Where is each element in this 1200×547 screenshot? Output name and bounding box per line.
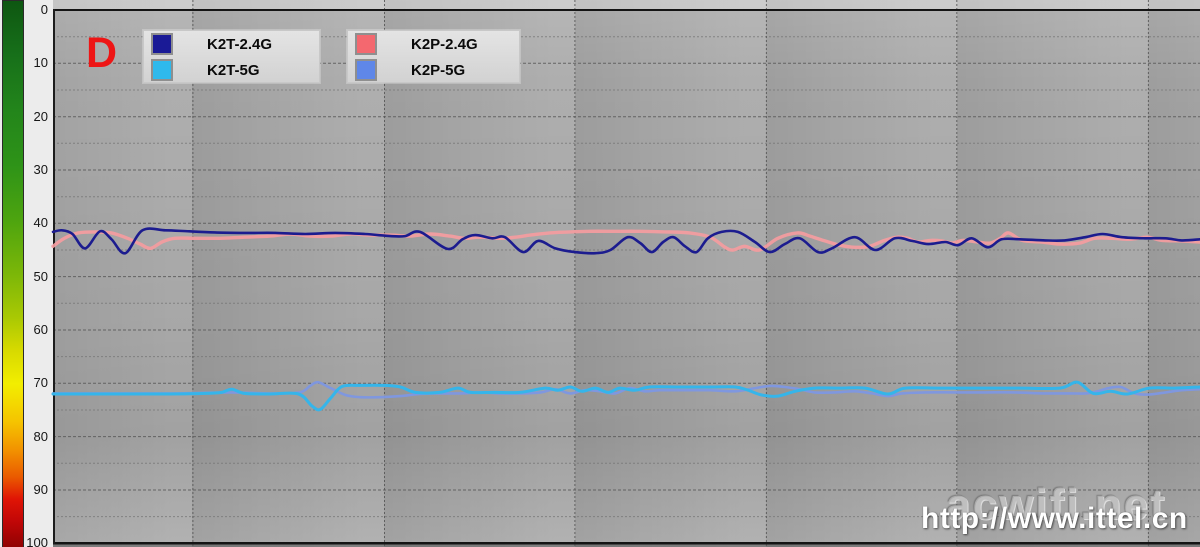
y-axis-tick: 60 (33, 321, 48, 337)
y-axis-tick: 70 (33, 375, 48, 391)
watermark-acwifi: acwifi.net (946, 480, 1167, 529)
legend-box-k2t: K2T-2.4G K2T-5G (143, 30, 320, 83)
y-axis-tick: 10 (33, 55, 48, 71)
legend-item-k2t-24g: K2T-2.4G (144, 31, 319, 57)
y-axis-panel: 0 10 20 30 40 50 60 70 80 90 100 (0, 0, 53, 547)
legend-box-k2p: K2P-2.4G K2P-5G (347, 30, 520, 83)
legend-label: K2P-2.4G (411, 35, 478, 53)
k2p-24g-color-swatch (355, 33, 377, 55)
legend-label: K2T-5G (207, 61, 260, 79)
k2t-24g-color-swatch (151, 33, 173, 55)
k2t-5g-color-swatch (151, 59, 173, 81)
y-axis-tick: 40 (33, 215, 48, 231)
y-axis-tick: 20 (33, 108, 48, 124)
legend-label: K2T-2.4G (207, 35, 273, 53)
legend-item-k2p-5g: K2P-5G (348, 57, 519, 83)
plot-area: D K2T-2.4G K2T-5G K2P-2.4G K2P-5G acwifi… (51, 0, 1200, 547)
legend-item-k2t-5g: K2T-5G (144, 57, 319, 83)
legend-label: K2P-5G (411, 61, 466, 79)
y-axis-tick: 50 (33, 268, 48, 284)
y-axis-tick: 100 (26, 535, 48, 547)
signal-strength-colorbar (2, 0, 24, 547)
chart-grid-and-series (51, 0, 1200, 547)
y-axis-tick: 30 (33, 161, 48, 177)
legend-item-k2p-24g: K2P-2.4G (348, 31, 519, 57)
k2p-5g-color-swatch (355, 59, 377, 81)
y-axis-tick: 80 (33, 428, 48, 444)
y-axis-tick: 90 (33, 481, 48, 497)
y-axis-tick: 0 (40, 2, 48, 17)
watermark-ittel-url: http://www.ittel.cn (921, 502, 1188, 535)
annotation-label-d: D (86, 29, 118, 77)
y-axis-tick-labels: 0 10 20 30 40 50 60 70 80 90 100 (23, 0, 53, 547)
